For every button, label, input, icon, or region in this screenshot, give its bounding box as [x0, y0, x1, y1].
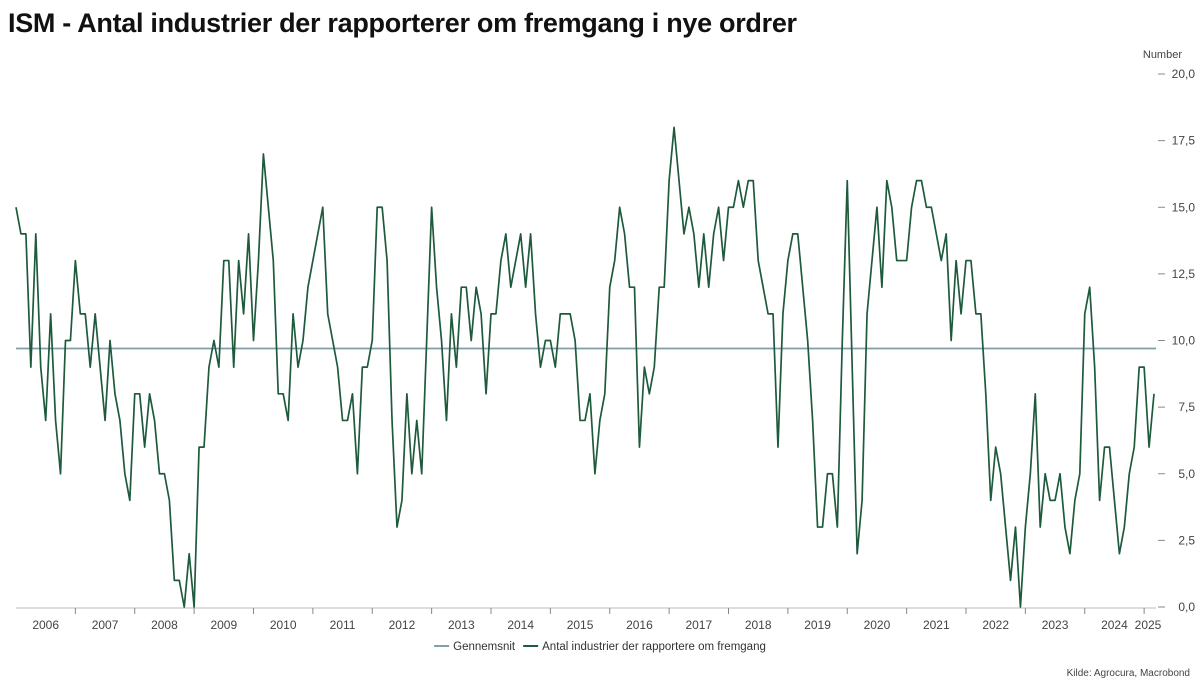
x-tick-label: 2021 [923, 618, 950, 632]
x-tick-label: 2016 [626, 618, 653, 632]
x-tick-label: 2007 [92, 618, 119, 632]
y-axis: 0,0 2,5 5,0 7,5 10,0 12,5 15,0 17,5 20,0 Number [1143, 49, 1195, 614]
y-tick-label: 2,5 [1178, 533, 1195, 547]
y-tick-label: 17,5 [1172, 134, 1196, 148]
x-tick-label: 2025 [1135, 618, 1162, 632]
y-tick-label: 12,5 [1172, 267, 1196, 281]
chart-title: ISM - Antal industrier der rapporterer o… [8, 8, 797, 38]
x-tick-label: 2018 [745, 618, 772, 632]
series-line-antal-industrier [15, 126, 1155, 608]
x-axis: 2006 2007 2008 2009 2010 2011 2012 2013 2014 2015… [16, 607, 1162, 632]
source-note: Kilde: Agrocura, Macrobond [1067, 668, 1190, 679]
legend-label: Gennemsnit [453, 641, 516, 653]
x-tick-label: 2008 [151, 618, 178, 632]
x-tick-label: 2023 [1042, 618, 1069, 632]
x-tick-label: 2022 [982, 618, 1009, 632]
x-tick-label: 2010 [270, 618, 297, 632]
legend: Gennemsnit Antal industrier der rapporter… [434, 641, 766, 653]
x-tick-label: 2019 [804, 618, 831, 632]
x-tick-label: 2009 [210, 618, 237, 632]
x-tick-label: 2014 [507, 618, 534, 632]
y-tick-label: 0,0 [1178, 600, 1195, 614]
y-axis-unit-label: Number [1143, 49, 1182, 61]
x-tick-label: 2020 [864, 618, 891, 632]
series-layer [15, 126, 1156, 608]
y-tick-label: 5,0 [1178, 467, 1195, 481]
x-tick-label: 2012 [389, 618, 416, 632]
x-tick-label: 2006 [32, 618, 59, 632]
x-tick-label: 2011 [330, 618, 356, 632]
y-tick-label: 7,5 [1178, 400, 1195, 414]
x-tick-label: 2015 [567, 618, 594, 632]
y-tick-label: 10,0 [1172, 334, 1196, 348]
legend-label: Antal industrier der rapportere om fremg… [542, 641, 766, 653]
y-tick-label: 20,0 [1172, 67, 1196, 81]
x-tick-label: 2017 [685, 618, 712, 632]
x-tick-label: 2024 [1101, 618, 1128, 632]
y-tick-label: 15,0 [1172, 200, 1196, 214]
x-tick-label: 2013 [448, 618, 475, 632]
